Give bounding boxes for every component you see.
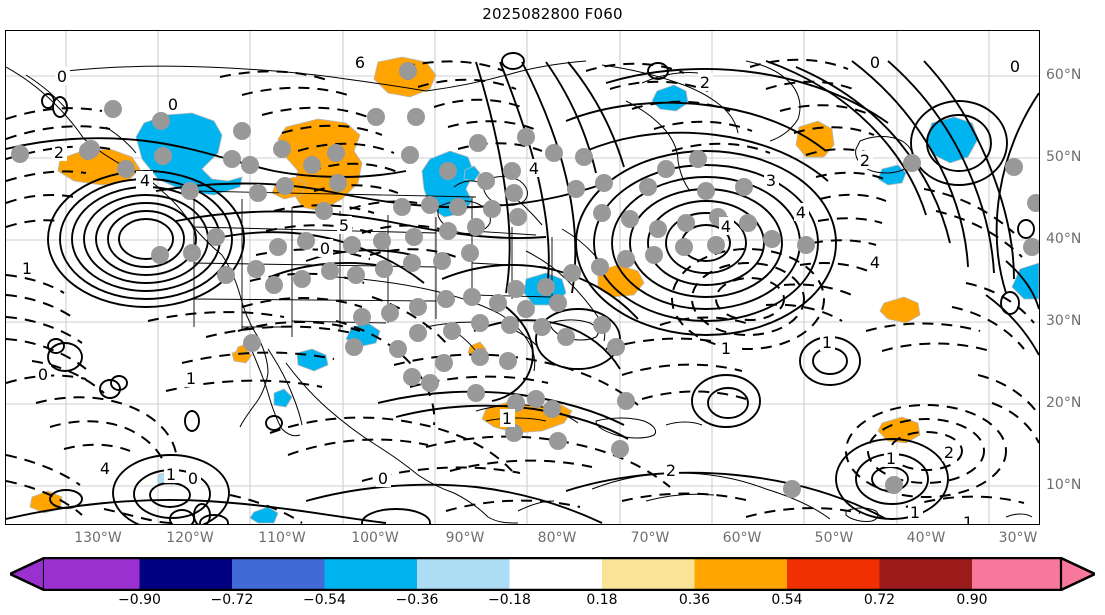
colorbar[interactable]	[10, 557, 1095, 591]
lon-tick-110w: 110°W	[258, 530, 306, 546]
lat-tick-20n: 20°N	[1046, 395, 1082, 411]
map-contour-canvas: 4 2 1 0 6 5 0 4 4	[6, 31, 1039, 524]
colorbar-canvas	[10, 557, 1095, 591]
svg-text:2: 2	[944, 443, 954, 462]
svg-text:5: 5	[339, 216, 349, 235]
lon-tick-80w: 80°W	[537, 530, 577, 546]
svg-text:0: 0	[320, 239, 330, 258]
svg-text:0: 0	[1010, 57, 1020, 76]
colorbar-label-9: 0.90	[956, 592, 988, 608]
colorbar-outline	[10, 557, 1095, 591]
svg-text:0: 0	[188, 469, 198, 488]
lon-tick-40w: 40°W	[906, 530, 946, 546]
colorbar-label-4: −0.18	[488, 592, 531, 608]
colorbar-label-1: −0.72	[210, 592, 254, 608]
svg-text:4: 4	[870, 253, 880, 272]
lon-tick-130w: 130°W	[74, 530, 122, 546]
contour-labels: 4 2 1 0 6 5 0 4 4	[20, 53, 1023, 524]
colorbar-seg-10	[972, 558, 1061, 590]
svg-text:1: 1	[186, 369, 196, 388]
svg-text:4: 4	[721, 217, 731, 236]
svg-text:0: 0	[168, 95, 178, 114]
colorbar-label-7: 0.54	[771, 592, 803, 608]
svg-text:1: 1	[22, 259, 32, 278]
colorbar-seg-6	[602, 558, 695, 590]
svg-text:1: 1	[166, 465, 176, 484]
svg-text:1: 1	[963, 513, 973, 524]
colorbar-extend-max	[1059, 557, 1095, 591]
colorbar-seg-3	[324, 558, 417, 590]
colorbar-seg-7	[694, 558, 787, 590]
lon-tick-30w: 30°W	[998, 530, 1038, 546]
svg-text:4: 4	[140, 171, 150, 190]
lon-tick-60w: 60°W	[722, 530, 762, 546]
svg-text:0: 0	[378, 469, 388, 488]
colorbar-label-5: 0.18	[586, 592, 618, 608]
svg-text:2: 2	[860, 151, 870, 170]
svg-text:0: 0	[57, 67, 67, 86]
station-markers	[11, 62, 1039, 498]
colorbar-label-3: −0.36	[395, 592, 439, 608]
colorbar-seg-0	[44, 558, 140, 590]
svg-text:1: 1	[910, 503, 920, 522]
svg-text:2: 2	[54, 143, 64, 162]
colorbar-label-6: 0.36	[678, 592, 711, 608]
svg-text:0: 0	[38, 365, 48, 384]
svg-text:1: 1	[886, 449, 896, 468]
page-title: 2025082800 F060	[482, 5, 623, 23]
svg-text:0: 0	[870, 53, 880, 72]
colorbar-seg-4	[417, 558, 510, 590]
lon-tick-120w: 120°W	[166, 530, 214, 546]
lon-tick-90w: 90°W	[445, 530, 485, 546]
lat-tick-60n: 60°N	[1046, 67, 1082, 83]
colorbar-label-0: −0.90	[118, 592, 161, 608]
svg-text:4: 4	[100, 459, 110, 478]
colorbar-seg-5	[509, 558, 602, 590]
lon-tick-70w: 70°W	[630, 530, 670, 546]
lat-tick-40n: 40°N	[1046, 231, 1082, 247]
colorbar-seg-9	[879, 558, 972, 590]
svg-text:1: 1	[502, 409, 512, 428]
svg-text:4: 4	[529, 159, 539, 178]
colorbar-label-8: 0.72	[863, 592, 896, 608]
svg-text:2: 2	[700, 73, 710, 92]
svg-text:6: 6	[355, 53, 365, 72]
lon-tick-100w: 100°W	[351, 530, 399, 546]
lat-tick-30n: 30°N	[1046, 313, 1082, 329]
dashed-contours	[6, 58, 1039, 524]
lat-tick-10n: 10°N	[1046, 477, 1082, 493]
svg-text:4: 4	[796, 203, 806, 222]
lon-tick-50w: 50°W	[814, 530, 854, 546]
colorbar-label-2: −0.54	[303, 592, 346, 608]
colorbar-seg-1	[139, 558, 232, 590]
svg-text:1: 1	[822, 333, 832, 352]
colorbar-seg-2	[232, 558, 325, 590]
colorbar-seg-8	[787, 558, 880, 590]
lat-tick-50n: 50°N	[1046, 149, 1082, 165]
map-plot-area[interactable]: 4 2 1 0 6 5 0 4 4	[5, 30, 1040, 525]
colorbar-extend-min	[10, 557, 46, 591]
svg-text:2: 2	[666, 461, 676, 480]
svg-text:1: 1	[721, 339, 731, 358]
svg-text:3: 3	[766, 171, 776, 190]
